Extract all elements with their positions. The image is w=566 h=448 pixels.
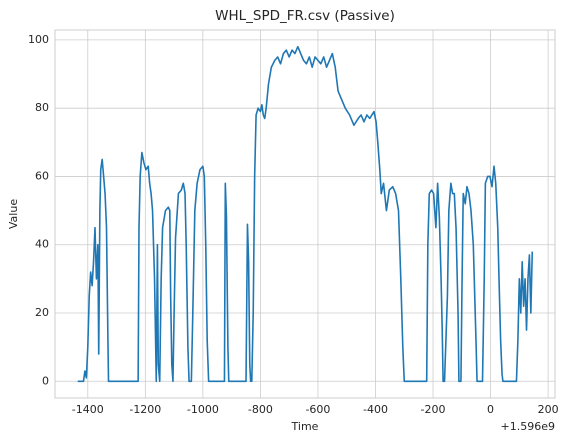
plot-frame <box>54 29 556 399</box>
x-tick-label: -400 <box>363 403 388 416</box>
x-tick-label: -600 <box>305 403 330 416</box>
chart-title: WHL_SPD_FR.csv (Passive) <box>215 8 395 24</box>
x-tick-label: 0 <box>487 403 494 416</box>
x-tick-label: -200 <box>421 403 446 416</box>
y-tick-label: 100 <box>28 33 49 46</box>
y-tick-label: 40 <box>35 238 49 251</box>
y-tick-label: 60 <box>35 169 49 182</box>
data-line <box>77 45 534 383</box>
x-tick-label: -1200 <box>129 403 161 416</box>
x-axis-label: Time <box>291 420 319 433</box>
x-tick-label: -1400 <box>72 403 104 416</box>
x-offset-label: +1.596e9 <box>501 420 555 433</box>
y-tick-label: 0 <box>42 374 49 387</box>
x-tick-label: 200 <box>538 403 559 416</box>
x-tick-label: -800 <box>248 403 273 416</box>
y-tick-label: 80 <box>35 101 49 114</box>
y-tick-label: 20 <box>35 306 49 319</box>
x-tick-label: -1000 <box>187 403 219 416</box>
y-axis-label: Value <box>7 199 20 229</box>
